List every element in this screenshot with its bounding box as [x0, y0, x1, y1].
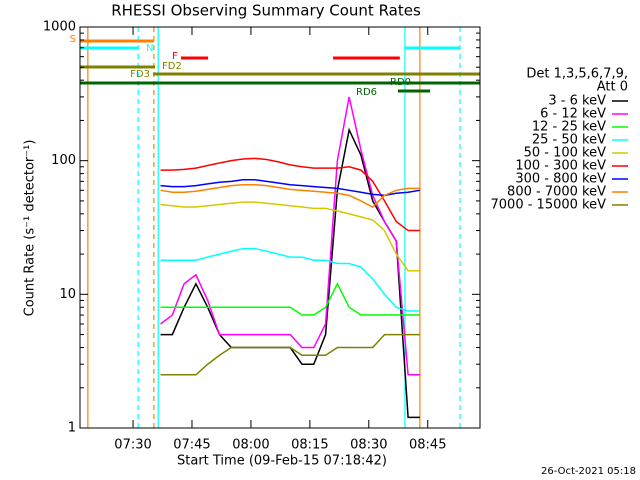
series-line [160, 247, 420, 312]
x-tick-label: 08:15 [291, 438, 328, 453]
legend-header: Att 0 [597, 80, 628, 95]
flag-label: S [70, 34, 76, 45]
chart-title: RHESSI Observing Summary Count Rates [111, 2, 421, 20]
legend-label: 100 - 300 keV [515, 159, 606, 174]
flag-label: N [146, 43, 153, 54]
x-tick-label: 07:45 [173, 438, 210, 453]
flag-label: F [172, 51, 178, 62]
legend-label: 50 - 100 keV [524, 146, 607, 161]
flag-label: FD2 [162, 61, 182, 72]
series-line [160, 201, 420, 272]
flag-label: FD3 [130, 69, 150, 80]
legend-label: 12 - 25 keV [532, 120, 606, 135]
legend-label: 7000 - 15000 keV [491, 198, 607, 213]
series-line [160, 184, 420, 208]
x-tick-label: 08:30 [350, 438, 387, 453]
y-tick-label: 100 [51, 153, 76, 168]
series-line [160, 333, 420, 376]
x-tick-label: 07:30 [114, 438, 151, 453]
plot-frame [79, 26, 481, 429]
x-tick-label: 08:00 [232, 438, 269, 453]
series-line [160, 178, 421, 197]
legend-label: 3 - 6 keV [548, 94, 606, 109]
x-tick-label: 08:45 [409, 438, 446, 453]
x-axis-label: Start Time (09-Feb-15 07:18:42) [177, 454, 387, 469]
y-axis-label: Count Rate (s⁻¹ detector⁻¹) [23, 140, 38, 317]
flag-label: RD0 [390, 77, 411, 88]
y-tick-label: 1000 [43, 20, 76, 35]
y-tick-label: 10 [59, 287, 76, 302]
legend-header: Det 1,3,5,6,7,9, [526, 67, 628, 82]
legend-label: 25 - 50 keV [532, 133, 606, 148]
flag-label: RD6 [356, 87, 377, 98]
y-tick-label: 1 [68, 421, 76, 436]
legend-label: 6 - 12 keV [540, 107, 606, 122]
footer: 26-Oct-2021 05:18 [541, 466, 636, 477]
legend-label: 800 - 7000 keV [507, 185, 606, 200]
series-line [160, 157, 420, 232]
series-line [160, 282, 420, 316]
legend-label: 300 - 800 keV [515, 172, 606, 187]
